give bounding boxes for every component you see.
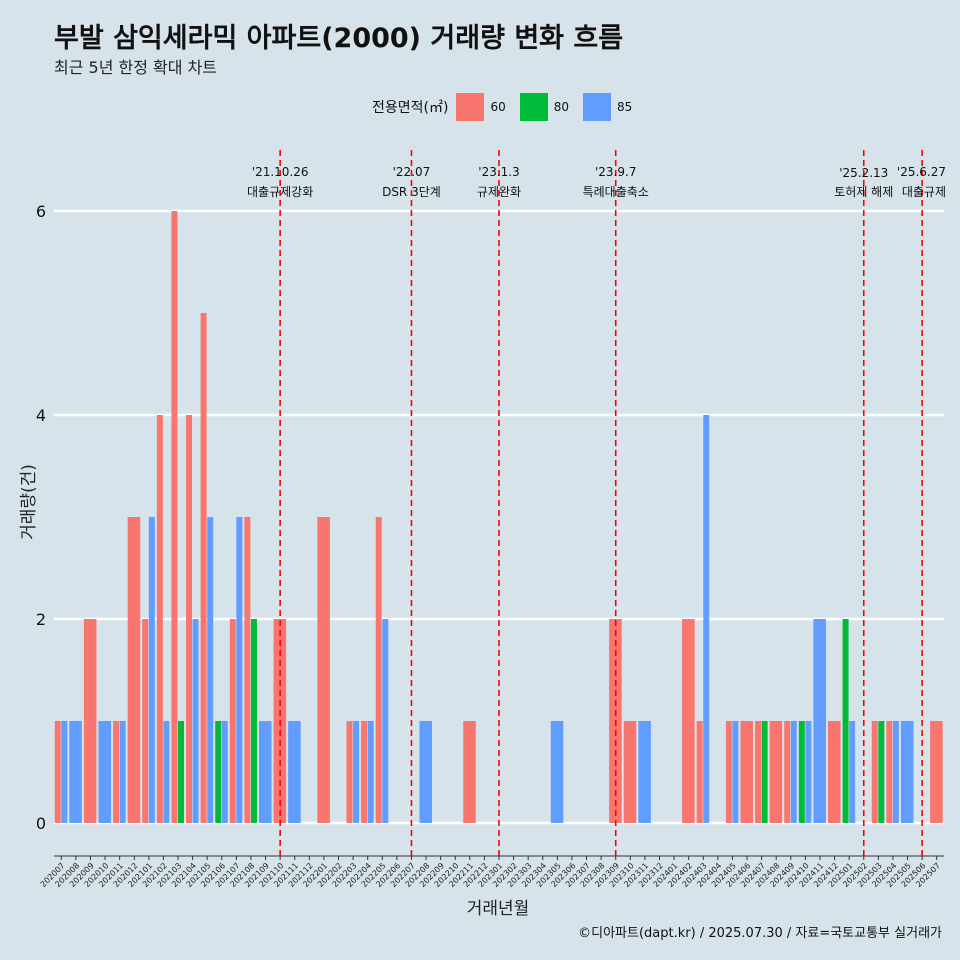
event-date: '25.6.27 — [897, 165, 946, 179]
bar-60-202011 — [113, 721, 120, 823]
bar-85-202101 — [148, 517, 155, 823]
bar-60-202012 — [127, 517, 141, 823]
legend: 전용면적(㎡) 60 80 85 — [372, 93, 646, 121]
legend-swatch-80 — [519, 93, 548, 121]
bar-60-202409 — [784, 721, 791, 823]
y-tick-label: 6 — [36, 202, 46, 221]
y-tick-label: 0 — [36, 814, 46, 833]
event-label: 대출규제강화 — [247, 185, 313, 199]
bar-60-202201 — [317, 517, 330, 823]
event-date: '23.9.7 — [595, 165, 636, 179]
bar-80-202503 — [878, 721, 885, 823]
event-label: 토허제 해제 — [834, 185, 893, 199]
y-axis: 0 2 4 6 — [36, 202, 46, 833]
bar-85-202505 — [900, 721, 914, 823]
bar-60-202108 — [244, 517, 251, 823]
bar-85-202104 — [192, 619, 199, 823]
bar-80-202407 — [761, 721, 768, 823]
event-label: DSR 3단계 — [382, 185, 441, 199]
bar-60-202102 — [156, 415, 163, 823]
y-tick-label: 2 — [36, 610, 46, 629]
bar-85-202305 — [550, 721, 564, 823]
bar-85-202008 — [69, 721, 82, 823]
bar-85-202204 — [367, 721, 374, 823]
bar-80-202108 — [250, 619, 257, 823]
event-label: 규제완화 — [477, 185, 521, 199]
bar-85-202403 — [703, 415, 710, 823]
bar-60-202101 — [142, 619, 149, 823]
bar-85-202501 — [849, 721, 856, 823]
bar-85-202007 — [61, 721, 68, 823]
bar-60-202205 — [375, 517, 382, 823]
bar-60-202405 — [725, 721, 732, 823]
bar-60-202403 — [696, 721, 703, 823]
bar-60-202103 — [171, 211, 178, 823]
event-label: 특례대출축소 — [583, 185, 649, 199]
event-date: '23.1.3 — [478, 165, 519, 179]
bar-80-202103 — [178, 721, 184, 823]
bar-60-202007 — [54, 721, 61, 823]
event-markers: '21.10.26 대출규제강화 '22.07 DSR 3단계 '23.1.3 규제완화 '… — [247, 150, 946, 856]
bar-60-202406 — [740, 721, 753, 823]
caption: ©디아파트(dapt.kr) / 2025.07.30 / 자료=국토교통부 실… — [578, 926, 942, 941]
bar-60-202503 — [871, 721, 878, 823]
x-axis: 2020072020082020092020102020112020122021… — [39, 855, 944, 889]
x-axis-title: 거래년월 — [467, 899, 530, 919]
bar-80-202106 — [215, 721, 222, 823]
bar-85-202105 — [207, 517, 214, 823]
bar-60-202507 — [930, 721, 943, 823]
legend-item-85: 85 — [583, 93, 638, 121]
legend-label-60: 60 — [490, 100, 506, 114]
chart-title: 부발 삼익세라믹 아파트(2000) 거래량 변화 흐름 — [54, 23, 624, 54]
bar-85-202311 — [638, 721, 651, 823]
bar-60-202310 — [623, 721, 637, 823]
bar-85-202411 — [813, 619, 826, 823]
bar-60-202104 — [186, 415, 193, 823]
legend-swatch-85 — [583, 93, 612, 121]
event-date: '22.07 — [393, 165, 431, 179]
bar-60-202402 — [682, 619, 695, 823]
bar-80-202410 — [798, 721, 805, 823]
bar-60-202412 — [828, 721, 841, 823]
bar-60-202408 — [769, 721, 783, 823]
legend-item-80: 80 — [519, 93, 575, 121]
legend-label-85: 85 — [617, 100, 633, 114]
chart-subtitle: 최근 5년 한정 확대 차트 — [54, 58, 218, 77]
bar-60-202504 — [886, 721, 893, 823]
bar-85-202208 — [419, 721, 433, 823]
bar-85-202203 — [353, 721, 360, 823]
bar-85-202011 — [119, 721, 126, 823]
legend-item-60: 60 — [456, 93, 511, 121]
bar-60-202407 — [755, 721, 762, 823]
bar-60-202204 — [361, 721, 368, 823]
bars — [54, 211, 943, 823]
bar-60-202203 — [346, 721, 353, 823]
y-tick-label: 4 — [36, 406, 46, 425]
bar-60-202107 — [229, 619, 236, 823]
bar-85-202010 — [98, 721, 112, 823]
bar-85-202405 — [732, 721, 739, 823]
bar-60-202211 — [463, 721, 476, 823]
event-label: 대출규제 — [902, 185, 946, 199]
y-axis-title: 거래량(건) — [19, 464, 39, 540]
bar-85-202106 — [221, 721, 228, 823]
event-date: '25.2.13 — [839, 166, 888, 180]
bar-85-202111 — [288, 721, 301, 823]
bar-60-202105 — [200, 313, 207, 823]
bar-80-202501 — [842, 619, 849, 823]
event-date: '21.10.26 — [252, 165, 309, 179]
bar-60-202009 — [83, 619, 97, 823]
bar-85-202409 — [790, 721, 797, 823]
legend-label-80: 80 — [553, 100, 570, 114]
legend-swatch-60 — [456, 93, 485, 121]
bar-85-202109 — [258, 721, 272, 823]
bar-85-202205 — [382, 619, 389, 823]
bar-85-202410 — [805, 721, 812, 823]
bar-85-202102 — [163, 721, 170, 823]
bar-85-202504 — [892, 721, 899, 823]
bar-85-202107 — [236, 517, 243, 823]
legend-title: 전용면적(㎡) — [372, 100, 449, 116]
